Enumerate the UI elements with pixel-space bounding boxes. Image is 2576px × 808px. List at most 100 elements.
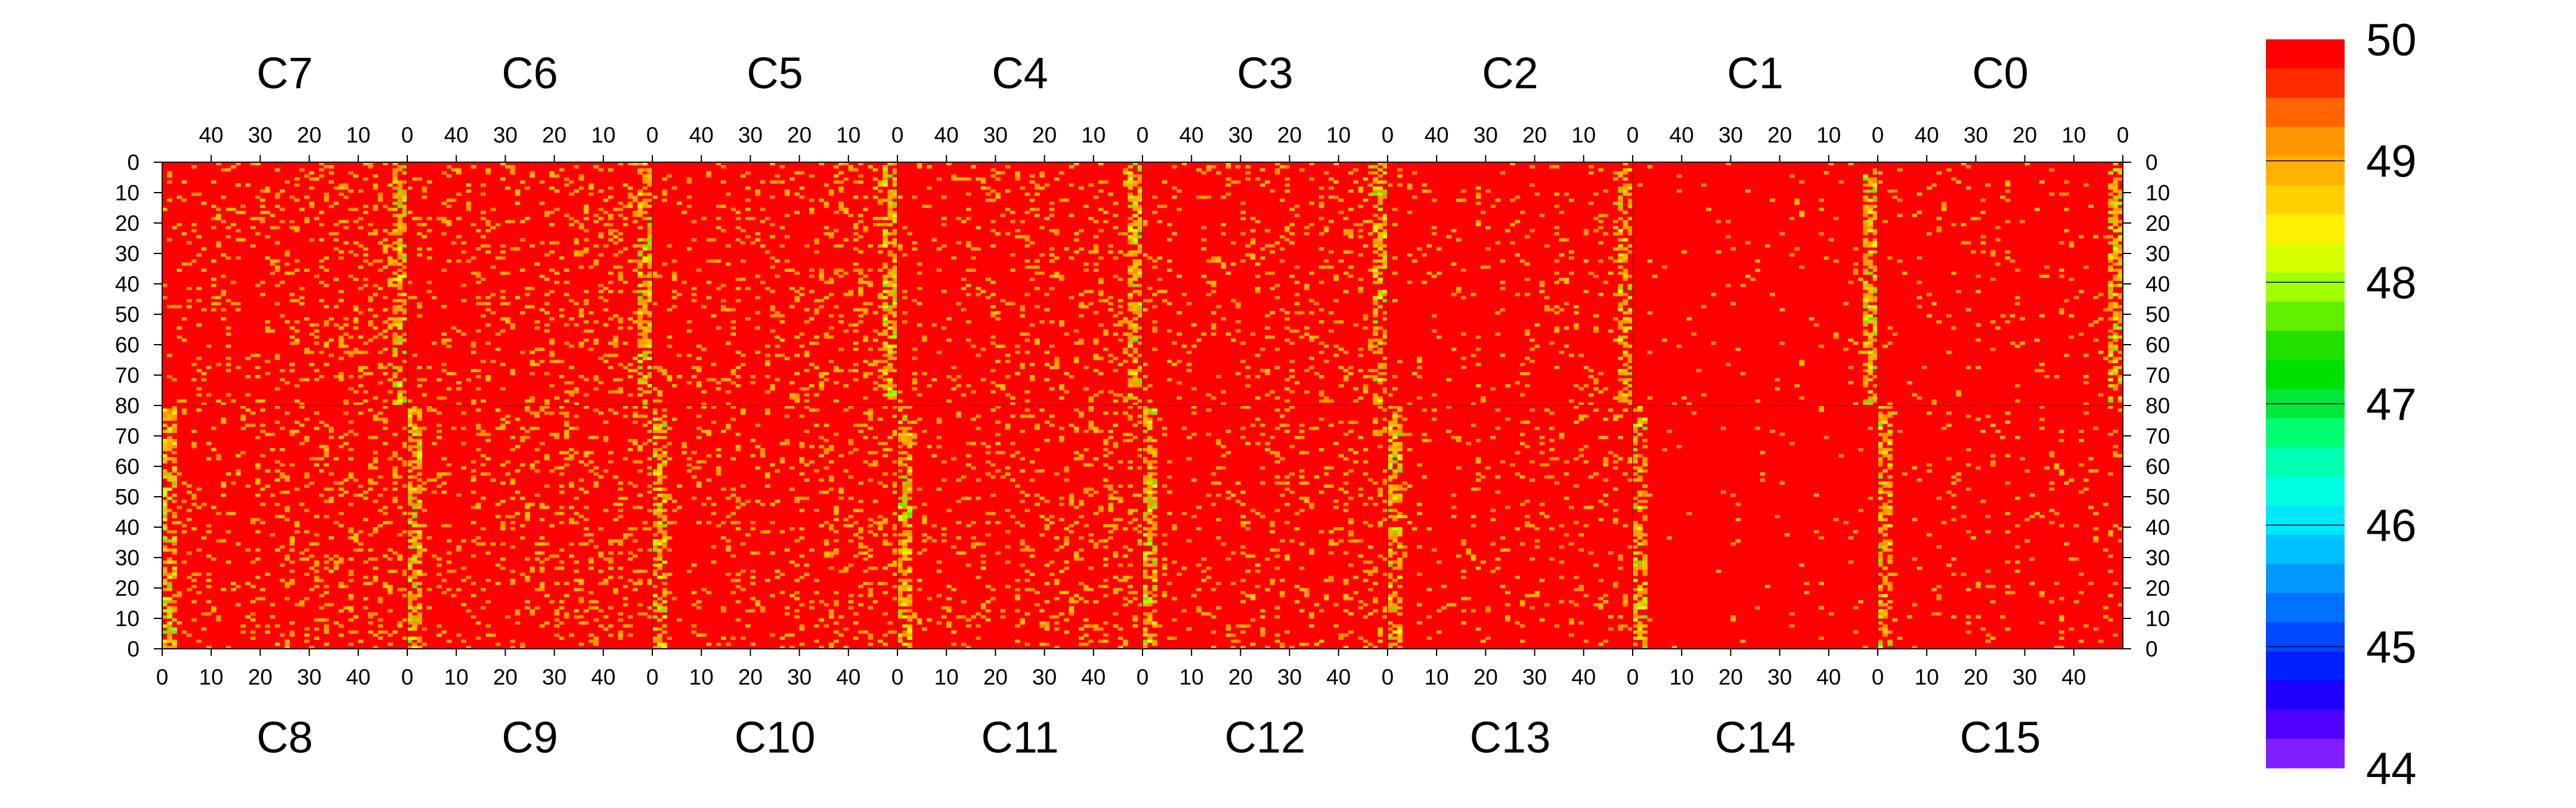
heatmap-cell [1872, 232, 1878, 236]
heatmap-cell [834, 210, 839, 214]
heatmap-cell [740, 229, 746, 233]
heatmap-cell [2113, 196, 2119, 199]
heatmap-cell [402, 445, 408, 448]
heatmap-cell [966, 284, 971, 287]
heatmap-cell [1054, 274, 1060, 278]
heatmap-cell [1000, 345, 1006, 348]
heatmap-cell [1627, 311, 1633, 315]
heatmap-cell [627, 202, 633, 205]
heatmap-cell [329, 232, 334, 236]
heatmap-cell [711, 259, 717, 263]
heatmap-cell [177, 621, 182, 625]
heatmap-cell [392, 481, 398, 485]
heatmap-cell [578, 186, 584, 190]
heatmap-cell [397, 506, 403, 509]
heatmap-cell [1024, 244, 1030, 248]
heatmap-cell [167, 561, 172, 564]
heatmap-cell [578, 314, 584, 318]
heatmap-cell [255, 196, 261, 199]
heatmap-cell [740, 354, 746, 357]
heatmap-cell [1623, 372, 1628, 376]
heatmap-cell [1304, 287, 1309, 290]
heatmap-cell [1024, 265, 1030, 269]
heatmap-cell [412, 624, 417, 628]
heatmap-cell [309, 566, 315, 570]
heatmap-cell [2117, 244, 2123, 248]
heatmap-cell [470, 351, 476, 354]
heatmap-cell [569, 317, 574, 321]
heatmap-cell [1627, 216, 1633, 221]
heatmap-cell [172, 627, 177, 631]
heatmap-cell [353, 536, 359, 540]
heatmap-cell [1186, 363, 1192, 366]
heatmap-cell [333, 621, 339, 625]
heatmap-cell [206, 530, 212, 534]
heatmap-cell [382, 399, 388, 403]
heatmap-cell [1294, 205, 1300, 208]
heatmap-cell [162, 536, 168, 540]
heatmap-cell [990, 244, 996, 248]
heatmap-cell [1314, 302, 1320, 305]
heatmap-cell [1176, 311, 1182, 315]
heatmap-cell [1377, 338, 1383, 342]
heatmap-cell [417, 223, 422, 227]
heatmap-cell [1132, 335, 1138, 339]
heatmap-cell [402, 210, 408, 214]
heatmap-cell [2108, 302, 2113, 305]
heatmap-cell [402, 351, 408, 354]
heatmap-cell [225, 393, 231, 397]
heatmap-cell [652, 524, 658, 528]
heatmap-cell [956, 216, 962, 221]
heatmap-cell [407, 417, 413, 421]
heatmap-cell [373, 208, 378, 211]
heatmap-cell [799, 196, 805, 199]
heatmap-cell [1128, 320, 1133, 324]
heatmap-cell [1079, 186, 1084, 190]
heatmap-cell [1123, 348, 1128, 351]
heatmap-cell [392, 402, 398, 406]
heatmap-cell [392, 180, 398, 184]
heatmap-cell [637, 581, 643, 586]
heatmap-cell [1363, 317, 1368, 321]
heatmap-cell [417, 561, 422, 564]
heatmap-cell [583, 378, 589, 382]
heatmap-cell [1128, 378, 1133, 382]
heatmap-cell [652, 542, 658, 546]
heatmap-cell [750, 241, 756, 244]
heatmap-cell [172, 569, 177, 573]
heatmap-cell [554, 174, 560, 178]
heatmap-cell [892, 196, 898, 199]
heatmap-cell [417, 554, 422, 558]
heatmap-cell [181, 411, 187, 415]
heatmap-cell [1593, 378, 1599, 382]
heatmap-cell [2005, 183, 2011, 187]
heatmap-cell [299, 603, 305, 606]
heatmap-cell [407, 558, 413, 561]
heatmap-cell [892, 183, 898, 187]
heatmap-cell [647, 338, 653, 342]
heatmap-cell [583, 393, 589, 397]
heatmap-cell [647, 578, 653, 583]
heatmap-cell [167, 426, 172, 431]
heatmap-cell [265, 484, 271, 488]
heatmap-cell [1627, 384, 1633, 388]
heatmap-cell [162, 503, 168, 506]
heatmap-cell [1834, 335, 1839, 339]
heatmap-cell [417, 366, 422, 370]
heatmap-cell [280, 280, 285, 284]
heatmap-cell [191, 378, 197, 382]
heatmap-cell [240, 414, 246, 418]
heatmap-cell [770, 329, 775, 333]
heatmap-cell [338, 290, 344, 293]
heatmap-cell [1098, 180, 1104, 184]
heatmap-cell [382, 554, 388, 558]
heatmap-cell [887, 232, 893, 236]
heatmap-cell [368, 308, 373, 312]
heatmap-cell [1318, 390, 1324, 394]
heatmap-cell [284, 506, 290, 509]
heatmap-cell [647, 384, 653, 388]
heatmap-cell [348, 472, 354, 476]
heatmap-cell [324, 423, 329, 427]
heatmap-cell [1863, 219, 1868, 224]
heatmap-cell [1236, 329, 1241, 333]
